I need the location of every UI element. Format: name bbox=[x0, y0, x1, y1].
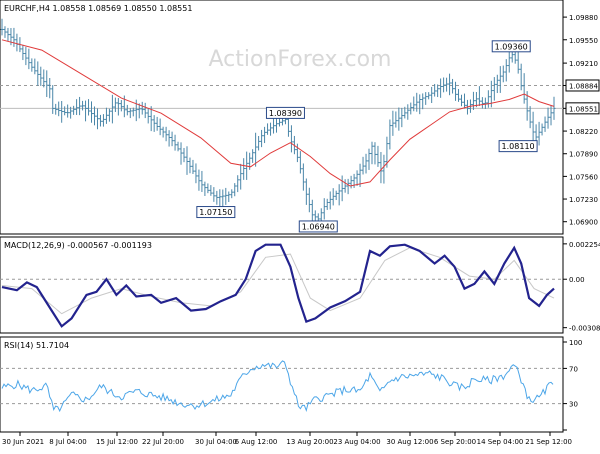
x-tick-label: 6 Sep 20:00 bbox=[434, 438, 476, 446]
moving-average-line bbox=[1, 39, 555, 187]
x-tick-label: 30 Jun 2021 bbox=[2, 438, 44, 446]
price-y-tick-label: 1.08551 bbox=[569, 105, 598, 113]
macd-layer bbox=[0, 243, 563, 328]
x-tick-label: 30 Aug 12:00 bbox=[386, 438, 433, 446]
x-tick-label: 15 Jul 12:00 bbox=[96, 438, 138, 446]
annotation-label: 1.06940 bbox=[302, 222, 335, 231]
price-y-tick-label: 1.07890 bbox=[569, 151, 598, 159]
price-y-tick-label: 1.09550 bbox=[569, 37, 598, 45]
macd-y-tick-label: 0.00 bbox=[569, 276, 585, 284]
price-bars bbox=[0, 18, 556, 231]
macd-line bbox=[1, 243, 555, 328]
rsi-y-tick-label: 30 bbox=[569, 401, 578, 409]
annotation-box bbox=[298, 220, 338, 233]
annotation-box bbox=[491, 40, 531, 53]
x-tick-label: 14 Sep 04:00 bbox=[477, 438, 524, 446]
price-y-tick-label: 1.06900 bbox=[569, 219, 598, 227]
x-tick-label: 21 Sep 12:00 bbox=[525, 438, 572, 446]
price-y-axis: 1.09880 1.09550 1.09210 1.08884 1.08551 1.082… bbox=[563, 14, 600, 227]
price-header: EURCHF,H4 1.08558 1.08569 1.08550 1.0855… bbox=[4, 4, 192, 13]
macd-header: MACD(12,26,9) -0.000567 -0.001193 bbox=[4, 241, 152, 250]
x-tick-label: 8 Jul 04:00 bbox=[49, 438, 87, 446]
annotation-box bbox=[196, 206, 236, 219]
price-y-tick-label: 1.08220 bbox=[569, 128, 598, 136]
macd-panel-frame bbox=[0, 236, 564, 334]
swing-annotations: 1.09360 1.08390 1.08110 1.07150 1.06940 bbox=[196, 40, 538, 233]
rsi-y-tick-label: 70 bbox=[569, 365, 578, 373]
rsi-header: RSI(14) 51.7104 bbox=[4, 341, 69, 350]
annotation-box bbox=[265, 106, 305, 119]
rsi-y-axis: 100 70 30 bbox=[563, 339, 582, 431]
annotation-label: 1.09360 bbox=[495, 42, 528, 51]
price-y-tick-label: 1.09880 bbox=[569, 14, 598, 22]
price-y-tick-label: 1.08884 bbox=[569, 82, 598, 90]
price-y-tick-label: 1.07560 bbox=[569, 173, 598, 181]
time-x-axis: 30 Jun 2021 8 Jul 04:00 15 Jul 12:00 22 Jul… bbox=[2, 432, 572, 446]
annotation-label: 1.08390 bbox=[269, 109, 302, 118]
price-y-label-box bbox=[565, 102, 600, 115]
price-panel-frame bbox=[0, 0, 564, 235]
macd-y-axis: 0.002254 0.00 -0.003088 bbox=[563, 241, 600, 333]
rsi-line bbox=[1, 360, 554, 413]
rsi-y-tick-label: 100 bbox=[569, 339, 582, 347]
price-y-label-box bbox=[565, 79, 600, 92]
annotation-label: 1.07150 bbox=[199, 208, 232, 217]
macd-y-tick-label: -0.003088 bbox=[569, 325, 600, 333]
price-y-tick-label: 1.09210 bbox=[569, 60, 598, 68]
x-tick-label: 23 Aug 04:00 bbox=[333, 438, 380, 446]
moving-average-layer bbox=[1, 39, 555, 187]
x-tick-label: 13 Aug 20:00 bbox=[286, 438, 333, 446]
macd-y-tick-label: 0.002254 bbox=[569, 241, 600, 249]
annotation-box bbox=[498, 140, 538, 153]
x-tick-label: 30 Jul 04:00 bbox=[195, 438, 237, 446]
rsi-panel-frame bbox=[0, 336, 564, 433]
x-tick-label: 22 Jul 20:00 bbox=[142, 438, 184, 446]
annotation-label: 1.08110 bbox=[502, 142, 535, 151]
watermark-text: ActionForex.com bbox=[209, 47, 392, 72]
macd-signal-line bbox=[1, 247, 555, 315]
price-y-tick-label: 1.07230 bbox=[569, 196, 598, 204]
x-tick-label: 6 Aug 12:00 bbox=[235, 438, 278, 446]
rsi-layer bbox=[0, 360, 563, 413]
